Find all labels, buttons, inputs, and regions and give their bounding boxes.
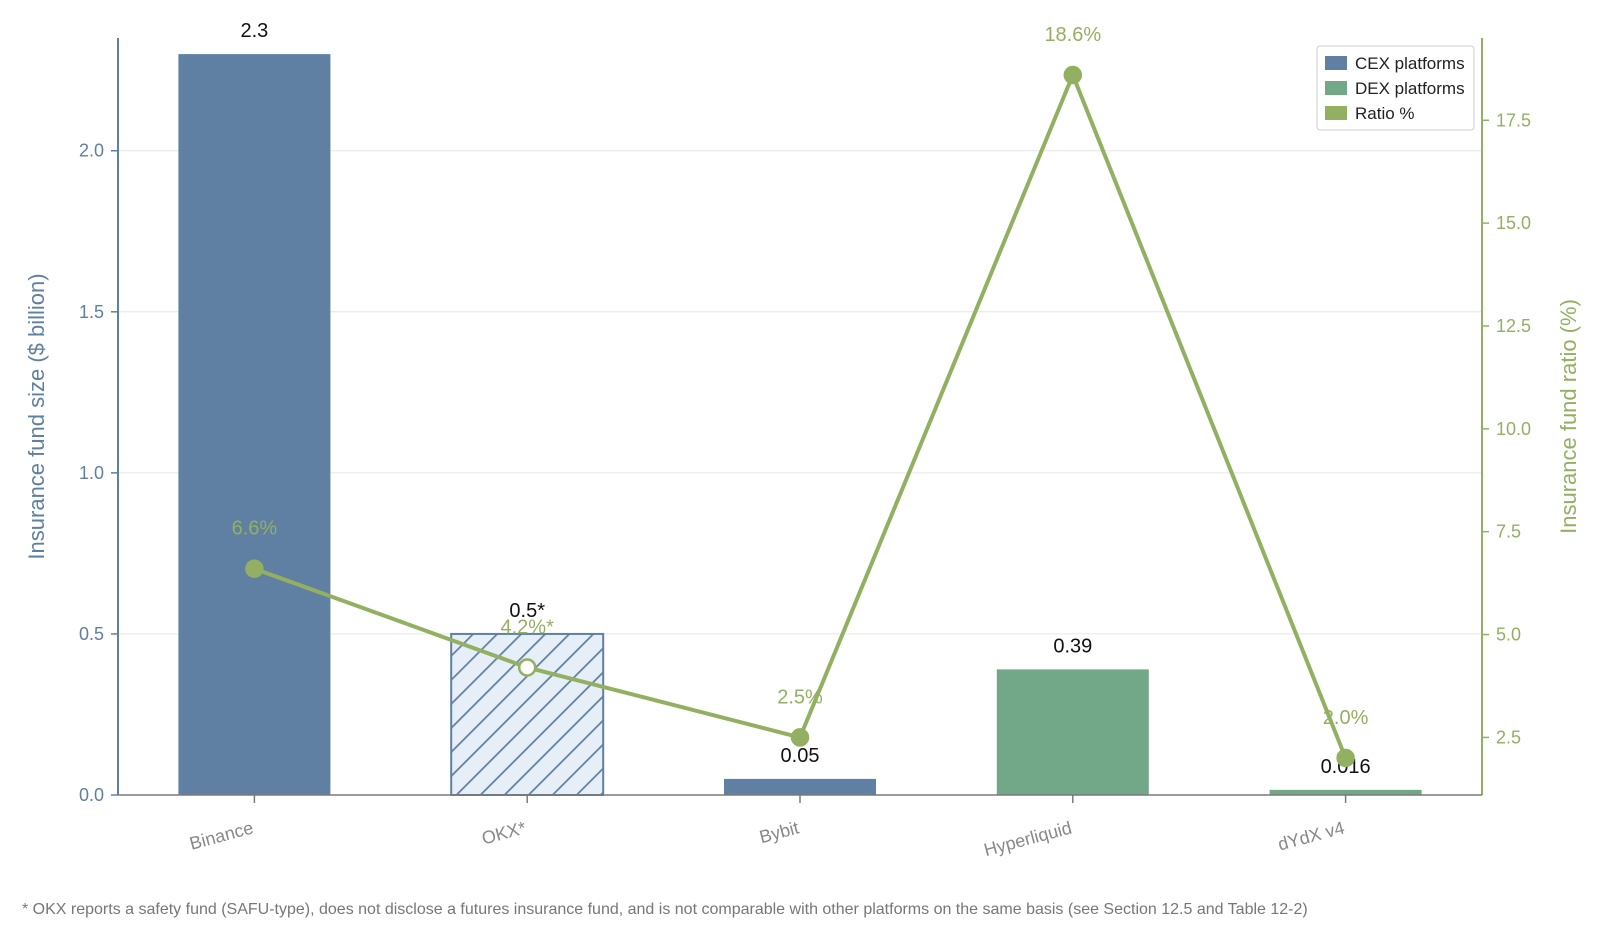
ratio-value-label: 18.6%: [1044, 24, 1101, 46]
y-tick-label: 1.0: [79, 463, 104, 483]
ratio-point: [517, 658, 537, 677]
x-tick-label: OKX*: [480, 818, 529, 849]
x-tick-label: dYdX v4: [1276, 818, 1347, 855]
legend-label: DEX platforms: [1355, 79, 1465, 98]
bar-value-label: 0.5*: [509, 600, 545, 622]
y-tick-label: 0.0: [79, 785, 104, 805]
bar-bybit: [724, 778, 876, 795]
legend-label: CEX platforms: [1355, 54, 1465, 73]
ratio-value-label: 4.2%*: [501, 616, 555, 638]
y-tick-label: 2.0: [79, 141, 104, 161]
ratio-point: [790, 728, 810, 747]
y-tick-label: 0.5: [79, 624, 104, 644]
bar-binance: [178, 54, 331, 795]
bar-dydx-v4: [1269, 789, 1422, 795]
ratio-value-label: 6.6%: [232, 518, 278, 540]
legend-swatch: [1325, 56, 1347, 70]
y2-tick-label: 17.5: [1496, 110, 1531, 130]
ratio-line: [253, 73, 1348, 759]
ratio-point: [1063, 65, 1083, 85]
y2-tick-label: 12.5: [1496, 316, 1531, 336]
y2-tick-label: 15.0: [1496, 213, 1531, 233]
bar-value-label: 2.3: [240, 20, 268, 42]
x-tick-label: Binance: [187, 818, 255, 854]
bar-okx: [450, 632, 605, 796]
bar-value-label: 0.39: [1053, 635, 1092, 657]
bar-hyperliquid: [996, 669, 1149, 795]
ratio-value-label: 2.0%: [1323, 707, 1369, 729]
ratio-point: [245, 559, 264, 578]
y2-tick-label: 7.5: [1496, 522, 1521, 542]
y-tick-label: 1.5: [79, 302, 104, 322]
chart-footnote: * OKX reports a safety fund (SAFU-type),…: [22, 901, 1308, 918]
legend-swatch: [1325, 106, 1347, 120]
y2-tick-label: 2.5: [1496, 727, 1521, 747]
x-tick-label: Bybit: [757, 818, 801, 848]
y2-tick-label: 5.0: [1496, 625, 1521, 645]
ratio-value-label: 2.5%: [777, 686, 823, 708]
y2-tick-label: 10.0: [1496, 419, 1531, 439]
legend-label: Ratio %: [1355, 104, 1415, 123]
ratio-point: [1336, 748, 1355, 768]
legend-swatch: [1325, 81, 1347, 95]
y2-axis-title: Insurance fund ratio (%): [1556, 299, 1581, 534]
legend-box: [1316, 45, 1475, 131]
x-tick-label: Hyperliquid: [982, 818, 1074, 861]
y-axis-title: Insurance fund size ($ billion): [24, 273, 49, 559]
bar-value-label: 0.05: [781, 745, 820, 767]
